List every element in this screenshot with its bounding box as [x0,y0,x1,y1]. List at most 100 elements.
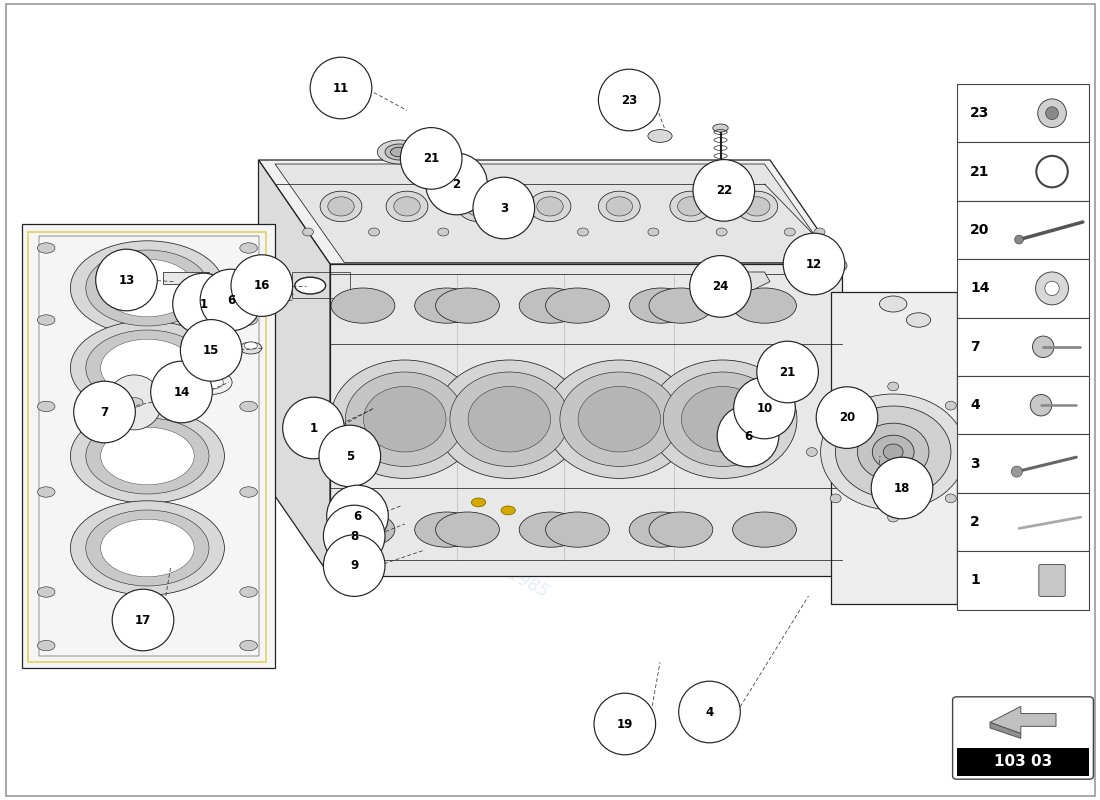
Ellipse shape [302,228,313,236]
Text: 6: 6 [744,430,752,442]
Ellipse shape [37,242,55,253]
Ellipse shape [415,512,478,547]
Ellipse shape [717,405,779,467]
Ellipse shape [579,386,660,452]
Ellipse shape [173,274,234,334]
Text: europieces: europieces [188,254,648,546]
Ellipse shape [872,435,914,469]
Ellipse shape [679,682,740,742]
Ellipse shape [825,261,843,270]
Ellipse shape [821,394,966,510]
Text: 9: 9 [350,559,359,572]
Polygon shape [830,292,957,604]
Polygon shape [717,272,770,290]
Polygon shape [258,160,842,264]
Text: 21: 21 [780,366,795,378]
Text: 5: 5 [345,450,354,462]
Ellipse shape [450,372,569,466]
Text: 6: 6 [227,294,235,306]
Ellipse shape [783,234,845,295]
Ellipse shape [400,127,462,189]
Ellipse shape [806,448,817,456]
Ellipse shape [1033,336,1054,358]
Ellipse shape [578,228,588,236]
Text: 1: 1 [309,422,318,434]
Polygon shape [990,722,1021,738]
Ellipse shape [629,288,693,323]
Ellipse shape [768,350,812,378]
Ellipse shape [670,191,712,222]
Ellipse shape [283,397,344,459]
Text: 21: 21 [970,165,990,178]
Ellipse shape [502,506,515,515]
Ellipse shape [244,342,257,349]
Text: 4: 4 [705,706,714,718]
Polygon shape [275,164,834,262]
Text: 15: 15 [204,344,219,357]
Ellipse shape [814,228,825,236]
Ellipse shape [871,457,933,519]
Text: 13: 13 [119,274,134,286]
Ellipse shape [37,314,55,326]
Text: 14: 14 [174,386,189,398]
Ellipse shape [70,409,224,503]
FancyBboxPatch shape [957,434,1089,493]
Ellipse shape [821,258,847,274]
Text: 11: 11 [333,82,349,94]
FancyBboxPatch shape [957,84,1089,142]
Ellipse shape [295,278,326,294]
Ellipse shape [151,362,212,422]
Ellipse shape [858,423,928,481]
Ellipse shape [37,486,55,498]
Ellipse shape [436,164,473,184]
Ellipse shape [426,154,487,214]
Ellipse shape [199,375,223,389]
Ellipse shape [1011,466,1022,477]
Ellipse shape [240,342,262,354]
Ellipse shape [471,498,486,507]
Text: 23: 23 [970,106,990,120]
Ellipse shape [465,197,492,216]
Ellipse shape [331,288,395,323]
Text: 103 03: 103 03 [994,754,1052,770]
Ellipse shape [101,427,195,485]
Ellipse shape [1045,282,1059,295]
Ellipse shape [86,418,209,494]
Text: 17: 17 [135,614,151,626]
Ellipse shape [744,197,770,216]
Ellipse shape [377,140,421,164]
Ellipse shape [546,288,609,323]
Ellipse shape [682,386,763,452]
FancyBboxPatch shape [957,493,1089,551]
Ellipse shape [544,360,693,478]
Ellipse shape [648,130,672,142]
FancyBboxPatch shape [957,318,1089,376]
Ellipse shape [240,640,257,651]
FancyBboxPatch shape [953,697,1093,779]
Ellipse shape [345,372,464,466]
Ellipse shape [473,178,535,238]
Polygon shape [22,224,275,668]
Text: 7: 7 [970,340,980,354]
Ellipse shape [594,693,656,755]
Ellipse shape [458,191,499,222]
Ellipse shape [519,288,583,323]
Text: 24: 24 [713,280,728,293]
Ellipse shape [734,378,795,438]
Ellipse shape [327,485,388,547]
Ellipse shape [310,57,372,118]
Ellipse shape [969,448,980,456]
Text: 12: 12 [806,258,822,270]
Ellipse shape [180,319,242,381]
Text: 1: 1 [199,298,208,310]
Polygon shape [990,706,1056,734]
Ellipse shape [736,191,778,222]
Text: 7: 7 [100,406,109,418]
Text: 6: 6 [353,510,362,522]
Ellipse shape [101,259,195,317]
Ellipse shape [368,228,379,236]
Ellipse shape [883,444,903,460]
FancyBboxPatch shape [957,259,1089,318]
Polygon shape [258,160,330,576]
Text: 2: 2 [452,178,461,190]
